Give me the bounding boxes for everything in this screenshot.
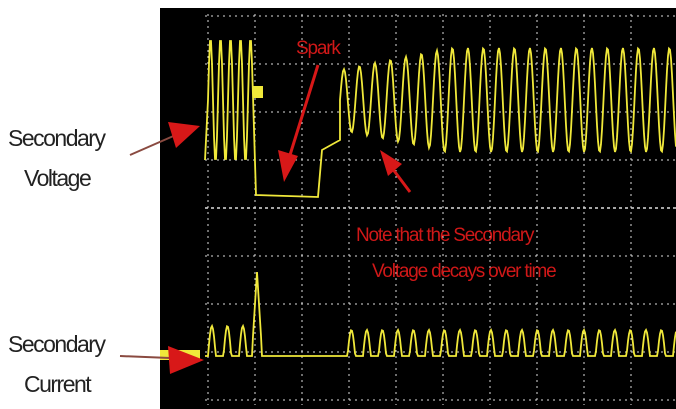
label: Secondary <box>8 125 106 151</box>
annotation: Voltage decays over time <box>372 261 556 282</box>
annotation: Spark <box>296 38 341 59</box>
marker <box>253 86 263 98</box>
label: Secondary <box>8 331 106 357</box>
scope-screenshot: Secondary Voltage Secondary Current Spar… <box>0 0 676 409</box>
label: Current <box>24 371 92 397</box>
annotation: Note that the Secondary <box>356 225 535 246</box>
label: Voltage <box>24 165 91 191</box>
